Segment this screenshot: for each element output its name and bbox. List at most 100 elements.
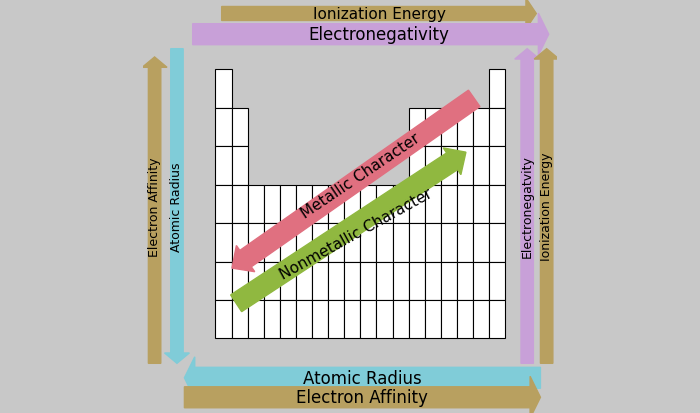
Bar <box>312 185 328 223</box>
Bar <box>473 147 489 185</box>
Bar <box>441 300 457 339</box>
Bar <box>473 223 489 262</box>
Bar <box>360 223 377 262</box>
Bar <box>312 223 328 262</box>
Bar <box>441 147 457 185</box>
FancyArrow shape <box>231 149 466 312</box>
FancyArrow shape <box>222 0 536 30</box>
Bar <box>360 300 377 339</box>
Bar <box>489 70 505 109</box>
Bar <box>425 185 441 223</box>
Bar <box>489 223 505 262</box>
Bar <box>393 300 409 339</box>
Bar <box>360 262 377 300</box>
Bar <box>457 109 473 147</box>
Bar <box>441 109 457 147</box>
Bar <box>328 300 344 339</box>
Bar <box>216 223 232 262</box>
Bar <box>248 223 264 262</box>
Bar <box>441 262 457 300</box>
Bar <box>425 223 441 262</box>
Bar <box>473 185 489 223</box>
Bar <box>216 185 232 223</box>
Bar <box>457 262 473 300</box>
Bar <box>296 262 312 300</box>
Bar <box>393 185 409 223</box>
Bar <box>457 147 473 185</box>
Bar <box>264 223 280 262</box>
Bar <box>377 185 393 223</box>
Bar <box>457 185 473 223</box>
Text: Electron Affinity: Electron Affinity <box>148 157 161 256</box>
Bar <box>232 300 248 339</box>
Bar <box>473 262 489 300</box>
Bar <box>409 262 425 300</box>
Bar <box>377 262 393 300</box>
Bar <box>360 185 377 223</box>
Bar <box>489 147 505 185</box>
Bar <box>489 109 505 147</box>
Bar <box>296 223 312 262</box>
Bar <box>473 109 489 147</box>
Bar <box>264 185 280 223</box>
Bar <box>280 300 296 339</box>
Bar <box>248 300 264 339</box>
FancyArrow shape <box>193 14 549 56</box>
Bar <box>425 262 441 300</box>
Bar <box>425 109 441 147</box>
FancyArrow shape <box>534 50 559 363</box>
Bar <box>457 223 473 262</box>
Bar <box>296 185 312 223</box>
Bar <box>216 109 232 147</box>
Bar <box>216 70 232 109</box>
Text: Electron Affinity: Electron Affinity <box>297 388 428 406</box>
Bar <box>328 185 344 223</box>
Bar <box>441 185 457 223</box>
Bar <box>393 223 409 262</box>
Text: Nonmetallic Character: Nonmetallic Character <box>277 185 435 282</box>
Bar <box>409 300 425 339</box>
Bar <box>296 300 312 339</box>
Bar <box>216 300 232 339</box>
Bar <box>409 109 425 147</box>
Bar <box>489 185 505 223</box>
FancyArrow shape <box>514 50 540 363</box>
Bar <box>216 262 232 300</box>
Bar <box>377 300 393 339</box>
FancyArrow shape <box>164 50 190 363</box>
Bar <box>473 300 489 339</box>
Text: Ionization Energy: Ionization Energy <box>540 152 553 261</box>
Text: Electronegativity: Electronegativity <box>309 26 449 44</box>
Bar <box>328 223 344 262</box>
Bar <box>232 147 248 185</box>
Text: Electronegatvity: Electronegatvity <box>521 155 533 258</box>
Bar <box>312 300 328 339</box>
FancyArrow shape <box>184 357 540 399</box>
Bar <box>425 147 441 185</box>
Bar <box>280 185 296 223</box>
Bar <box>377 223 393 262</box>
Bar <box>409 185 425 223</box>
Bar <box>264 300 280 339</box>
Bar <box>280 223 296 262</box>
Bar <box>216 147 232 185</box>
Bar <box>457 300 473 339</box>
Bar <box>344 262 360 300</box>
Text: Atomic Radius: Atomic Radius <box>303 369 422 387</box>
Text: Ionization Energy: Ionization Energy <box>312 7 445 22</box>
Text: Atomic Radius: Atomic Radius <box>170 162 183 251</box>
Bar <box>441 223 457 262</box>
Bar <box>232 223 248 262</box>
Bar <box>312 262 328 300</box>
Bar <box>232 109 248 147</box>
Bar <box>344 300 360 339</box>
Bar <box>248 185 264 223</box>
Text: Metallic Character: Metallic Character <box>298 131 423 221</box>
Bar <box>409 147 425 185</box>
Bar <box>489 262 505 300</box>
Bar <box>280 262 296 300</box>
Bar <box>425 300 441 339</box>
Bar <box>393 262 409 300</box>
Bar <box>232 185 248 223</box>
Bar <box>264 262 280 300</box>
